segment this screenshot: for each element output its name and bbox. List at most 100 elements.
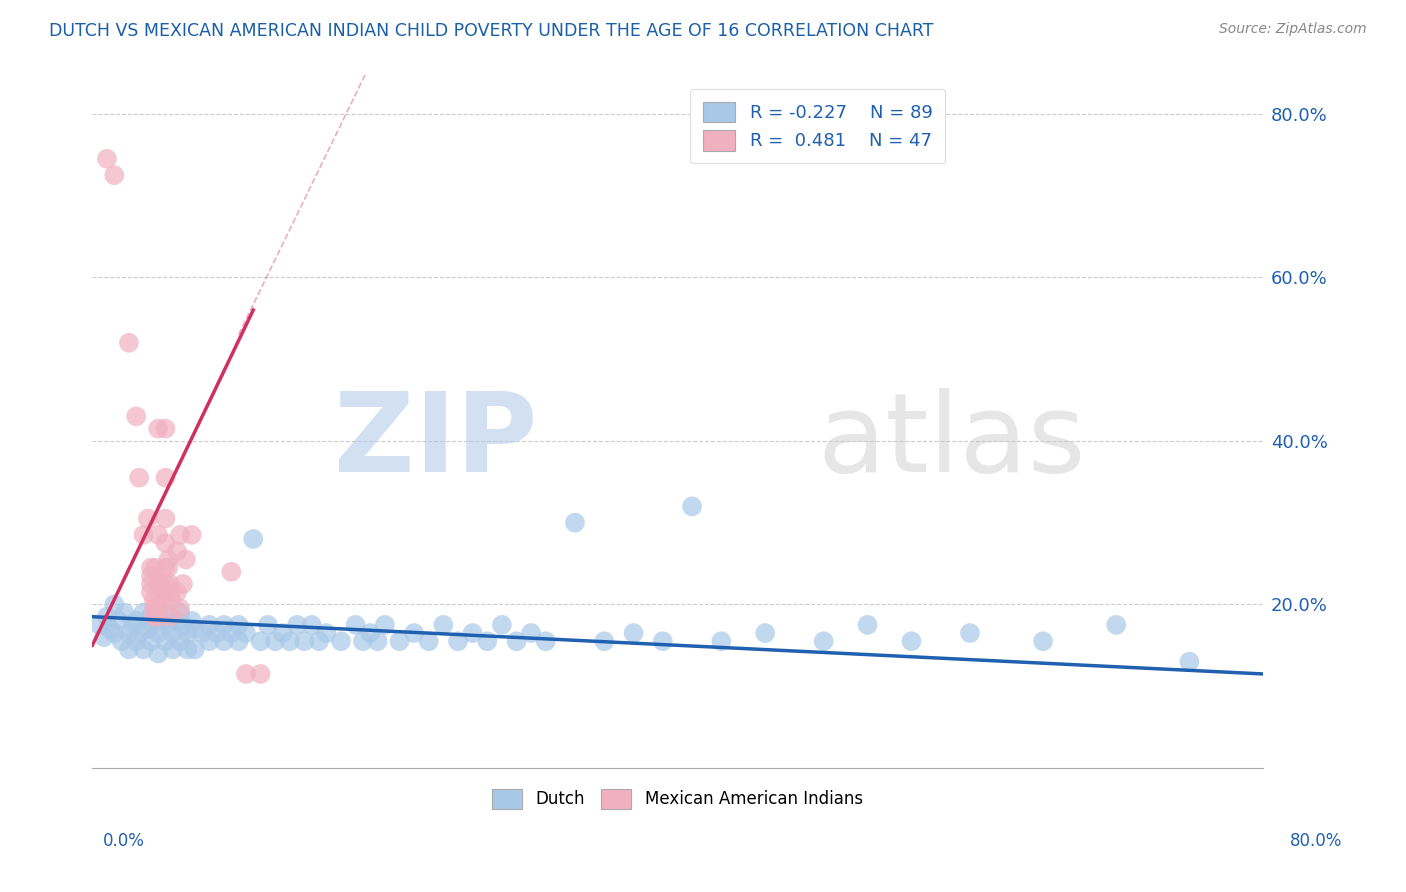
Point: [162, 626, 184, 640]
Point: [128, 626, 150, 640]
Point: [159, 609, 181, 624]
Point: [155, 536, 177, 550]
Point: [166, 544, 188, 558]
Point: [93, 630, 115, 644]
Point: [155, 606, 177, 620]
Point: [142, 609, 165, 624]
Point: [172, 577, 194, 591]
Point: [103, 598, 125, 612]
Text: 80.0%: 80.0%: [1291, 831, 1343, 849]
Point: [249, 634, 271, 648]
Point: [404, 626, 426, 640]
Point: [183, 622, 205, 636]
Point: [169, 606, 191, 620]
Point: [139, 577, 162, 591]
Point: [593, 634, 616, 648]
Point: [477, 634, 499, 648]
Point: [221, 626, 243, 640]
Point: [221, 565, 243, 579]
Point: [271, 626, 294, 640]
Point: [257, 618, 280, 632]
Point: [212, 618, 235, 632]
Point: [125, 634, 148, 648]
Point: [143, 560, 166, 574]
Point: [155, 511, 177, 525]
Point: [900, 634, 922, 648]
Point: [166, 614, 188, 628]
Point: [157, 552, 180, 566]
Point: [447, 634, 470, 648]
Point: [160, 585, 183, 599]
Point: [146, 528, 169, 542]
Point: [142, 593, 165, 607]
Point: [114, 606, 136, 620]
Point: [278, 634, 301, 648]
Point: [118, 335, 141, 350]
Point: [149, 577, 172, 591]
Point: [160, 593, 183, 607]
Point: [107, 614, 129, 628]
Point: [308, 634, 330, 648]
Point: [152, 585, 174, 599]
Point: [149, 577, 172, 591]
Point: [155, 634, 177, 648]
Point: [491, 618, 513, 632]
Point: [157, 618, 180, 632]
Point: [142, 618, 165, 632]
Point: [651, 634, 673, 648]
Point: [330, 634, 353, 648]
Point: [198, 618, 221, 632]
Point: [157, 560, 180, 574]
Point: [623, 626, 645, 640]
Point: [359, 626, 381, 640]
Point: [315, 626, 337, 640]
Point: [169, 634, 191, 648]
Point: [176, 626, 198, 640]
Point: [152, 593, 174, 607]
Point: [710, 634, 733, 648]
Text: ZIP: ZIP: [333, 388, 537, 495]
Point: [172, 618, 194, 632]
Point: [505, 634, 527, 648]
Point: [754, 626, 776, 640]
Point: [1032, 634, 1054, 648]
Point: [856, 618, 879, 632]
Point: [146, 647, 169, 661]
Point: [136, 622, 159, 636]
Point: [228, 618, 250, 632]
Point: [1178, 655, 1201, 669]
Text: atlas: atlas: [818, 388, 1087, 495]
Point: [813, 634, 835, 648]
Point: [264, 634, 287, 648]
Point: [118, 642, 141, 657]
Point: [1105, 618, 1128, 632]
Point: [122, 618, 145, 632]
Point: [146, 609, 169, 624]
Point: [96, 609, 118, 624]
Point: [155, 560, 177, 574]
Point: [367, 634, 389, 648]
Point: [139, 585, 162, 599]
Point: [125, 409, 148, 424]
Point: [242, 532, 264, 546]
Point: [142, 601, 165, 615]
Point: [374, 618, 396, 632]
Point: [139, 569, 162, 583]
Point: [118, 626, 141, 640]
Point: [146, 422, 169, 436]
Point: [103, 168, 125, 182]
Point: [139, 560, 162, 574]
Point: [235, 626, 257, 640]
Point: [301, 618, 323, 632]
Point: [174, 552, 197, 566]
Point: [432, 618, 454, 632]
Point: [212, 634, 235, 648]
Legend: Dutch, Mexican American Indians: Dutch, Mexican American Indians: [485, 782, 869, 815]
Point: [285, 618, 308, 632]
Point: [162, 642, 184, 657]
Point: [180, 528, 202, 542]
Point: [139, 609, 162, 624]
Point: [534, 634, 557, 648]
Point: [132, 528, 155, 542]
Point: [125, 614, 148, 628]
